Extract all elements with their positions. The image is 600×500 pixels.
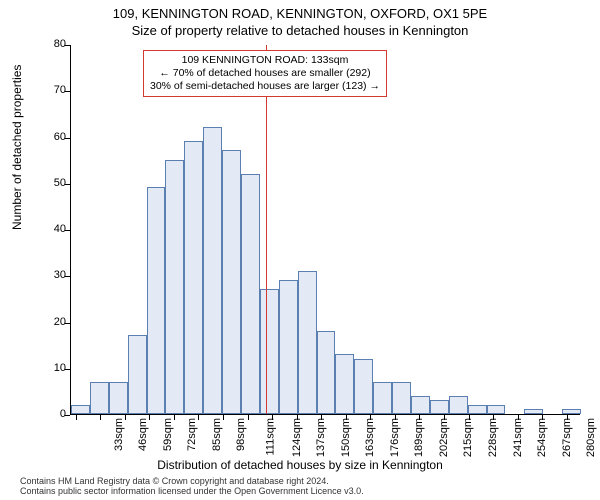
y-tick-label: 20 [26,316,66,328]
address-title: 109, KENNINGTON ROAD, KENNINGTON, OXFORD… [0,6,600,21]
x-tick-mark [198,415,199,420]
y-tick-mark [65,369,70,370]
x-tick-mark [125,415,126,420]
x-tick-label: 254sqm [536,418,548,457]
histogram-bar [260,289,279,414]
x-tick-label: 163sqm [364,418,376,457]
histogram-bar [184,141,203,414]
y-tick-label: 10 [26,362,66,374]
annotation-box: 109 KENNINGTON ROAD: 133sqm← 70% of deta… [143,50,387,97]
x-tick-mark [321,415,322,420]
y-tick-mark [65,91,70,92]
histogram-bar [109,382,128,414]
histogram-bar [222,150,241,414]
x-tick-label: 267sqm [561,418,573,457]
histogram-bar [392,382,411,414]
x-tick-label: 85sqm [211,418,223,451]
histogram-bar [524,409,543,414]
x-tick-mark [542,415,543,420]
y-tick-mark [65,184,70,185]
x-tick-label: 33sqm [113,418,125,451]
x-tick-mark [567,415,568,420]
annotation-line: 109 KENNINGTON ROAD: 133sqm [150,54,380,67]
reference-line [266,45,267,414]
histogram-bar [449,396,468,415]
histogram-bars [71,45,580,414]
y-tick-mark [65,323,70,324]
y-tick-mark [65,230,70,231]
x-tick-label: 176sqm [389,418,401,457]
x-tick-mark [370,415,371,420]
histogram-bar [354,359,373,415]
x-tick-label: 46sqm [137,418,149,451]
histogram-bar [373,382,392,414]
x-tick-label: 124sqm [291,418,303,457]
annotation-line: 30% of semi-detached houses are larger (… [150,80,380,93]
histogram-bar [90,382,109,414]
histogram-bar [317,331,336,414]
x-tick-label: 98sqm [235,418,247,451]
histogram-bar [487,405,506,414]
x-tick-mark [76,415,77,420]
x-tick-label: 137sqm [315,418,327,457]
y-axis-label: Number of detached properties [10,65,24,230]
x-tick-mark [419,415,420,420]
histogram-bar [147,187,166,414]
chart-subtitle: Size of property relative to detached ho… [0,23,600,38]
x-tick-mark [174,415,175,420]
x-tick-mark [297,415,298,420]
x-tick-label: 280sqm [585,418,597,457]
x-axis-label: Distribution of detached houses by size … [0,458,600,472]
histogram-bar [71,405,90,414]
y-tick-label: 60 [26,131,66,143]
x-tick-mark [248,415,249,420]
x-tick-label: 150sqm [340,418,352,457]
x-tick-mark [493,415,494,420]
footer-line-2: Contains public sector information licen… [20,486,364,496]
y-tick-mark [65,276,70,277]
x-tick-mark [223,415,224,420]
histogram-bar [298,271,317,414]
x-tick-label: 202sqm [438,418,450,457]
y-tick-label: 40 [26,223,66,235]
x-tick-mark [469,415,470,420]
x-tick-mark [149,415,150,420]
histogram-bar [203,127,222,414]
x-tick-mark [346,415,347,420]
histogram-bar [165,160,184,414]
histogram-bar [241,174,260,415]
x-tick-label: 189sqm [413,418,425,457]
histogram-bar [562,409,581,414]
footer-attrib: Contains HM Land Registry data © Crown c… [20,476,364,497]
x-tick-label: 228sqm [487,418,499,457]
x-tick-mark [518,415,519,420]
x-tick-label: 111sqm [265,418,277,456]
y-tick-label: 80 [26,38,66,50]
histogram-bar [128,335,147,414]
x-tick-mark [100,415,101,420]
y-tick-mark [65,45,70,46]
y-tick-label: 50 [26,177,66,189]
x-tick-label: 215sqm [463,418,475,457]
x-tick-mark [444,415,445,420]
footer-line-1: Contains HM Land Registry data © Crown c… [20,476,364,486]
y-tick-label: 70 [26,84,66,96]
y-tick-label: 0 [26,408,66,420]
y-tick-mark [65,138,70,139]
x-tick-label: 59sqm [162,418,174,451]
x-tick-label: 72sqm [186,418,198,451]
histogram-bar [468,405,487,414]
x-tick-mark [395,415,396,420]
histogram-bar [430,400,449,414]
chart-plot-area [70,45,580,415]
x-tick-label: 241sqm [512,418,524,457]
y-tick-mark [65,415,70,416]
histogram-bar [279,280,298,414]
x-tick-mark [272,415,273,420]
annotation-line: ← 70% of detached houses are smaller (29… [150,67,380,80]
y-tick-label: 30 [26,269,66,281]
histogram-bar [411,396,430,415]
histogram-bar [335,354,354,414]
